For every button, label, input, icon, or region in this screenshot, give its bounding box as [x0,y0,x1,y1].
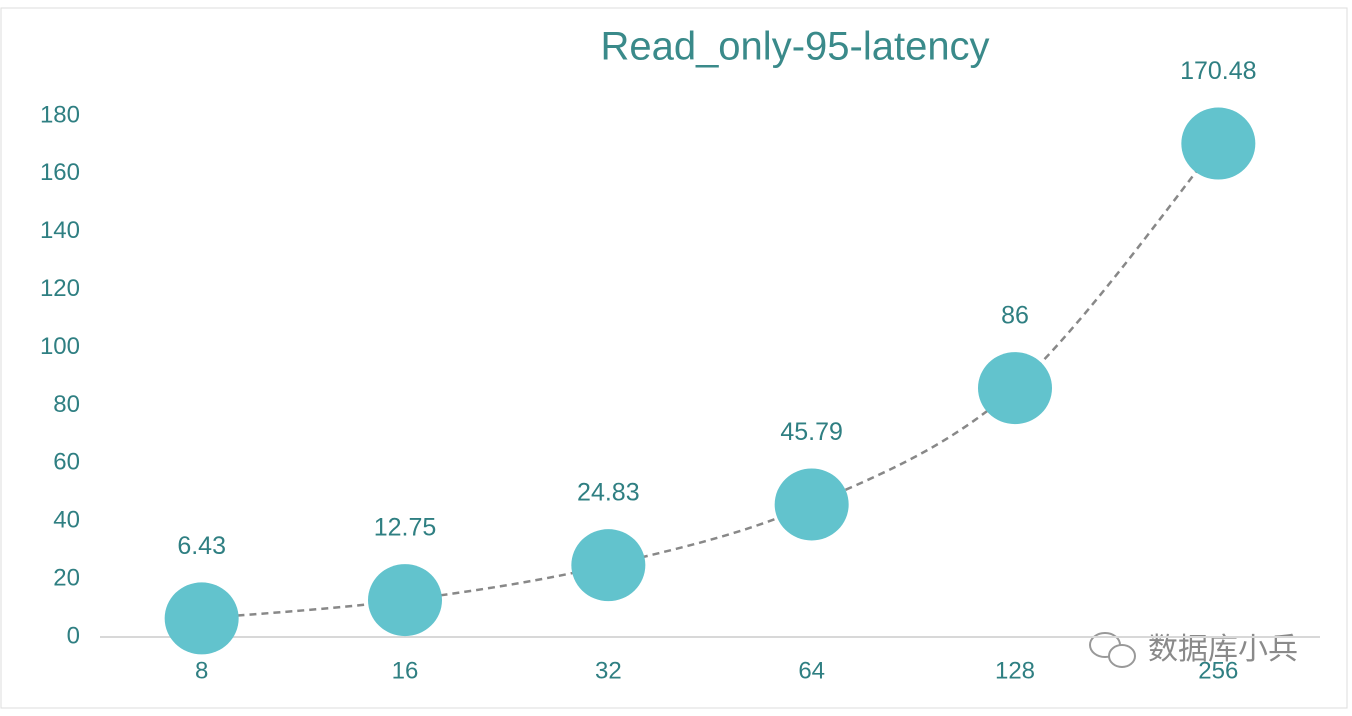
watermark: 数据库小兵 [1148,633,1298,666]
marker [164,582,239,655]
data-label: 12.75 [374,514,437,542]
data-label: 45.79 [780,418,843,446]
y-tick-label: 180 [40,101,80,128]
x-tick-label: 128 [995,657,1035,684]
marker [1181,107,1256,180]
y-tick-label: 60 [53,449,80,476]
y-tick-label: 0 [67,622,80,649]
data-label: 6.43 [177,532,226,560]
watermark-icon [1089,632,1136,668]
frame [0,7,1348,709]
data-label: 170.48 [1180,57,1256,85]
marker [978,352,1052,425]
y-tick-label: 120 [40,275,80,302]
y-tick-label: 20 [53,564,80,591]
y-tick-label: 140 [40,217,80,244]
marker [774,468,849,541]
data-label: 86 [1001,302,1029,330]
data-label: 24.83 [577,479,640,507]
marker [368,564,442,637]
x-tick-label: 8 [195,657,208,684]
x-tick-label: 64 [798,657,825,684]
y-tick-label: 80 [53,391,80,418]
x-tick-label: 32 [595,657,622,684]
series-line [201,142,1220,620]
marker [571,529,646,602]
x-tick-label: 16 [392,657,419,684]
chart-title: Read_only-95-latency [600,25,989,69]
x-tick-label: 256 [1198,657,1238,684]
y-tick-label: 160 [40,159,80,186]
y-tick-label: 100 [40,333,80,360]
y-tick-label: 40 [53,507,80,534]
